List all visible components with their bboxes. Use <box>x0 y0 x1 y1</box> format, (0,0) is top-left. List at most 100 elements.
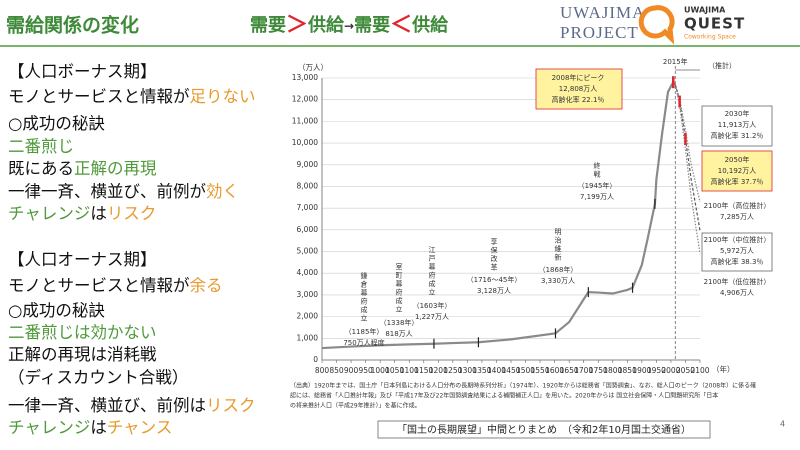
annotation: 7,285万人 <box>720 213 754 221</box>
logo-quest: UWAJIMA <box>684 6 726 15</box>
annotation: 高齢化率 22.1％ <box>552 95 605 104</box>
subtitle-part: ＞ <box>286 13 308 38</box>
y-tick-label: 11,000 <box>292 116 318 125</box>
body-text: チャレンジ <box>8 204 90 223</box>
subtitle-part: 需要 <box>250 15 286 36</box>
annotation: （1603年） <box>413 301 452 310</box>
y-tick-label: 6,000 <box>297 225 319 234</box>
annotation: 高齢化率 38.3％ <box>711 257 764 266</box>
x-tick-label: 1250 <box>443 366 462 375</box>
body-text: モノとサービスと情報が <box>8 87 190 106</box>
x-tick-label: 1700 <box>574 366 593 375</box>
annotation: 10,192万人 <box>718 167 757 175</box>
body-line: 正解の再現は消耗戦 <box>8 345 157 364</box>
logo-quest: Coworking Space <box>684 34 736 41</box>
body-text: チャンス <box>107 418 173 437</box>
y-tick-label: 4,000 <box>297 268 319 277</box>
body-line: 【人口ボーナス期】 <box>8 62 157 81</box>
body-text: 一律一斉、横並び、前例が <box>8 182 207 201</box>
annotation: 室町幕府成立 <box>395 262 403 314</box>
subtitle-part: 供給 <box>307 14 345 36</box>
x-tick-label: 800 <box>315 366 330 375</box>
y-tick-label: 3,000 <box>297 290 319 299</box>
body-text: 一律一斉、横並び、前例は <box>8 396 206 415</box>
y-tick-label: 1,000 <box>297 333 319 342</box>
body-text: 二番煎じ <box>8 137 74 156</box>
body-line: モノとサービスと情報が足りない <box>8 87 256 106</box>
x-tick-label: 1850 <box>618 366 637 375</box>
series-line <box>321 80 677 350</box>
logo-quest: QUEST <box>684 15 745 33</box>
y-tick-label: 0 <box>313 355 318 364</box>
page-number: 4 <box>780 420 785 429</box>
x-tick-label: 2100 <box>690 366 709 375</box>
subtitle-part: 供給 <box>411 14 449 36</box>
source-note: の将来推計人口（平成29年推計）」を基に作成。 <box>290 402 421 410</box>
body-text: 既にある <box>8 159 74 178</box>
annotation: 2008年にピーク <box>552 73 605 82</box>
annotation: 鎌倉幕府成立 <box>360 271 368 323</box>
x-tick-label: 1100 <box>400 366 419 375</box>
annotation: 2100年（高位推計） <box>704 201 771 210</box>
slide-subtitle: 需要＞供給→需要＜供給 <box>250 13 449 38</box>
x-tick-label: 2050 <box>676 366 695 375</box>
y-tick-label: 10,000 <box>292 138 318 147</box>
body-text: 効く <box>206 182 239 201</box>
annotation: （1716～45年） <box>467 275 522 284</box>
x-tick-label: 950 <box>358 366 373 375</box>
annotation: 2100年（低位推計） <box>704 277 771 286</box>
body-text: チャレンジ <box>8 418 90 437</box>
series-line <box>674 84 701 203</box>
annotation: 12,808万人 <box>559 85 598 93</box>
x-tick-label: 1150 <box>414 366 433 375</box>
body-line: 一律一斉、横並び、前例はリスク <box>8 396 256 415</box>
body-text: 正解の再現は消耗戦 <box>8 345 157 364</box>
body-text: は <box>90 204 107 223</box>
x-tick-label: 1200 <box>429 366 448 375</box>
annotation: 1,227万人 <box>415 313 449 321</box>
annotation: 7,199万人 <box>580 193 614 201</box>
annotation: 2100年（中位推計） <box>704 235 771 244</box>
annotation: 750万人程度 <box>343 338 384 347</box>
body-line: 既にある正解の再現 <box>8 159 157 178</box>
body-text: モノとサービスと情報が <box>8 276 190 295</box>
body-line: 二番煎じ <box>8 137 74 156</box>
y-tick-label: 8,000 <box>297 181 319 190</box>
annotation: （1185年） <box>345 327 384 336</box>
body-text: 足りない <box>190 87 256 106</box>
body-line: ○成功の秘訣 <box>8 301 105 320</box>
y-tick-label: 12,000 <box>292 95 318 104</box>
x-tick-label: 1600 <box>545 366 564 375</box>
x-tick-label: 1450 <box>501 366 520 375</box>
annotation: 3,128万人 <box>477 287 511 295</box>
forecast-label: （推計） <box>708 61 736 70</box>
body-text: 余る <box>190 276 223 295</box>
x-tick-label: 1950 <box>647 366 666 375</box>
body-line: ○成功の秘訣 <box>8 114 105 133</box>
body-text: 正解の再現 <box>74 159 157 178</box>
annotation-box <box>701 105 773 147</box>
y-tick-label: 7,000 <box>297 203 319 212</box>
annotation: 5,972万人 <box>720 247 754 255</box>
x-tick-label: 1350 <box>472 366 491 375</box>
y-tick-label: 2,000 <box>297 312 319 321</box>
body-text: 二番煎じは効かない <box>8 323 157 342</box>
body-line: （ディスカウント合戦） <box>8 367 188 387</box>
annotation: 高齢化率 31.2％ <box>711 131 764 140</box>
subtitle-part: → <box>344 19 354 33</box>
annotation: （1945年） <box>578 181 617 190</box>
annotation: 2050年 <box>725 155 750 164</box>
x-tick-label: 1000 <box>371 366 390 375</box>
body-text: 【人口ボーナス期】 <box>8 62 157 81</box>
annotation-box <box>701 150 773 192</box>
x-tick-label: 2000 <box>661 366 680 375</box>
annotation: 2030年 <box>725 109 750 118</box>
y-tick-label: 9,000 <box>297 160 319 169</box>
body-line: モノとサービスと情報が余る <box>8 276 223 295</box>
x-tick-label: 1300 <box>458 366 477 375</box>
x-tick-label: 1750 <box>589 366 608 375</box>
slide-title: 需給関係の変化 <box>6 14 139 37</box>
x-tick-label: 1500 <box>516 366 535 375</box>
boundary-label: 2015年 <box>663 57 688 66</box>
annotation: （1338年） <box>380 318 419 327</box>
